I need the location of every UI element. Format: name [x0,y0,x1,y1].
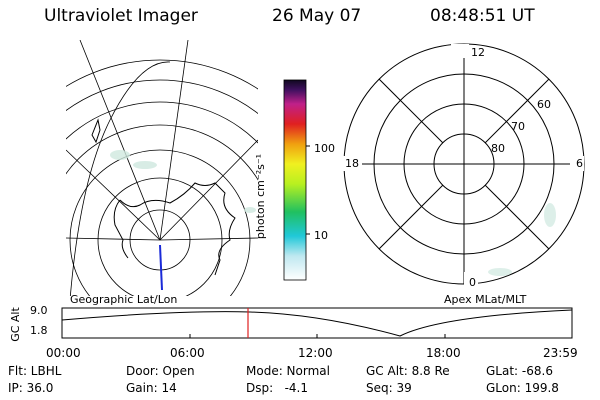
mode-info: Mode: Normal [246,364,330,378]
filter-info: Flt: LBHL [8,364,62,378]
seq-info: Seq: 39 [366,381,412,395]
door-info: Door: Open [126,364,195,378]
colorbar-tick-100: 100 [314,142,335,155]
xtick-0: 00:00 [46,346,81,360]
xtick-2: 12:00 [298,346,333,360]
date-label: 26 May 07 [272,6,362,26]
dsp-info: Dsp: -4.1 [246,381,309,395]
ip-info: IP: 36.0 [8,381,54,395]
mlt-label-12: 12 [471,46,485,59]
orbit-track [159,244,163,291]
alt-ytick-top: 9.0 [30,304,48,317]
glon-info: GLon: 199.8 [486,381,559,395]
mlt-label-0: 0 [469,276,476,289]
xtick-3: 18:00 [426,346,461,360]
lat-label-70: 70 [511,120,525,133]
colorbar-tick-10: 10 [314,229,328,242]
alt-plot-ylabel: GC Alt [8,307,22,342]
colorbar-unit-label: photon cm⁻²s⁻¹ [254,153,268,240]
gain-info: Gain: 14 [126,381,177,395]
apex-panel-label: Apex MLat/MLT [444,293,527,306]
alt-timeline [61,307,573,339]
lat-label-60: 60 [537,98,551,111]
time-label: 08:48:51 UT [430,6,535,26]
geographic-panel-label: Geographic Lat/Lon [70,293,178,306]
lat-label-80: 80 [491,142,505,155]
xtick-4: 23:59 [543,346,578,360]
instrument-title: Ultraviolet Imager [44,6,198,26]
gc-alt-info: GC Alt: 8.8 Re [366,364,450,378]
alt-ytick-bottom: 1.8 [30,324,48,337]
mlt-label-6: 6 [576,157,583,170]
colorbar [283,79,310,281]
polar-plot [342,43,585,286]
glat-info: GLat: -68.6 [486,364,553,378]
xtick-1: 06:00 [170,346,205,360]
mlt-label-18: 18 [345,157,359,170]
geographic-map [66,40,258,296]
